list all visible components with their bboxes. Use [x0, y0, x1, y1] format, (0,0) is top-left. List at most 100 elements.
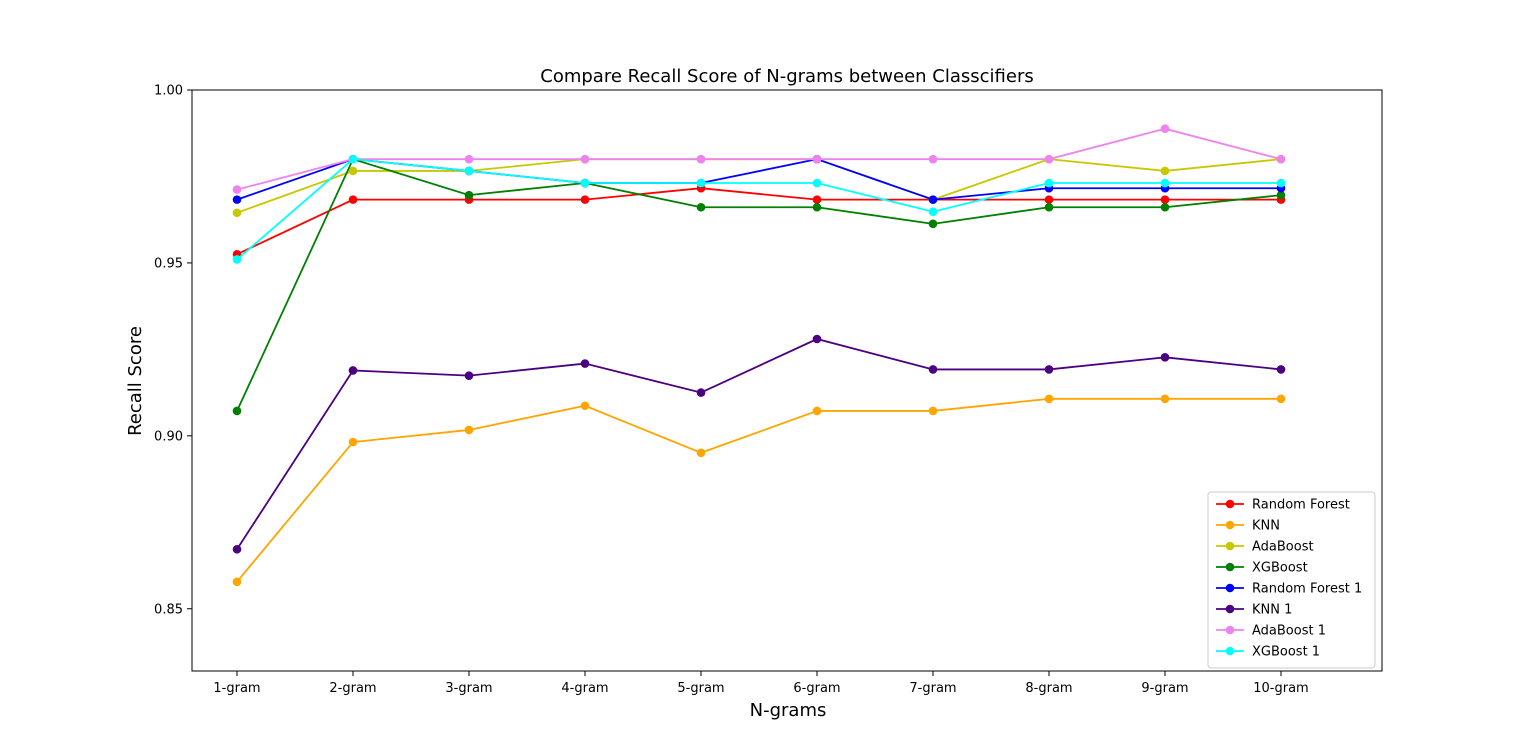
x-tick-label: 9-gram — [1141, 681, 1188, 696]
data-point — [696, 154, 706, 164]
legend-label: AdaBoost — [1252, 540, 1314, 555]
data-point — [812, 334, 822, 344]
plot-frame — [191, 89, 1383, 672]
series-line — [236, 338, 1282, 550]
x-tick-label: 3-gram — [445, 681, 492, 696]
data-point — [1044, 195, 1054, 204]
x-tick-label: 4-gram — [561, 681, 608, 696]
y-tick-label: 0.85 — [154, 602, 183, 617]
legend-marker — [1225, 583, 1235, 593]
data-point — [1044, 202, 1054, 212]
data-point — [1044, 154, 1054, 164]
legend-item: Random Forest 1 — [1216, 582, 1362, 597]
data-point — [1160, 394, 1170, 404]
series-line — [236, 187, 1281, 256]
series-line — [236, 158, 1282, 412]
data-point — [464, 371, 474, 380]
x-tick-label: 7-gram — [909, 681, 956, 696]
legend-marker — [1225, 646, 1235, 656]
legend-label: KNN 1 — [1252, 603, 1292, 618]
data-point — [348, 166, 358, 176]
legend-label: XGBoost 1 — [1252, 645, 1320, 660]
series-0 — [232, 183, 1286, 259]
legend-box — [1207, 491, 1376, 669]
data-point — [812, 195, 822, 204]
data-point — [1276, 394, 1286, 404]
legend-item: XGBoost — [1216, 561, 1308, 576]
legend-marker — [1225, 625, 1235, 635]
x-tick-label: 10-gram — [1253, 681, 1308, 696]
data-point — [928, 406, 938, 416]
legend-item: AdaBoost 1 — [1216, 624, 1326, 639]
legend-marker — [1225, 541, 1235, 551]
data-point — [1276, 190, 1286, 200]
data-point — [232, 406, 242, 416]
x-tick-label: 2-gram — [329, 681, 376, 696]
data-point — [580, 195, 590, 204]
legend-item: XGBoost 1 — [1216, 645, 1320, 660]
series-6 — [232, 124, 1286, 194]
data-point — [812, 202, 822, 212]
data-point — [812, 406, 822, 416]
series-layer — [232, 124, 1286, 587]
data-point — [580, 359, 590, 368]
x-axis-label: N-grams — [750, 700, 827, 721]
data-point — [232, 208, 242, 218]
legend-label: AdaBoost 1 — [1252, 624, 1326, 639]
legend-marker — [1225, 499, 1235, 509]
data-point — [696, 448, 706, 458]
data-point — [1276, 178, 1286, 188]
data-point — [1044, 394, 1054, 404]
y-axis-label: Recall Score — [125, 326, 146, 436]
data-point — [1160, 166, 1170, 176]
data-point — [348, 195, 358, 204]
data-point — [1276, 154, 1286, 164]
data-point — [464, 190, 474, 200]
series-line — [236, 397, 1281, 583]
data-point — [348, 366, 358, 375]
legend-item: AdaBoost — [1216, 540, 1314, 555]
data-point — [464, 154, 474, 164]
data-point — [696, 178, 706, 188]
data-point — [928, 219, 938, 229]
series-5 — [232, 334, 1286, 554]
data-point — [232, 577, 242, 587]
y-tick-label: 0.90 — [154, 429, 183, 444]
y-tick-label: 1.00 — [154, 84, 183, 99]
series-line — [236, 158, 1281, 261]
x-axis: 1-gram 2-gram 3-gram 4-gram 5-gram 6-gram 7-gr… — [213, 671, 1309, 696]
data-point — [580, 178, 590, 188]
data-point — [696, 202, 706, 212]
series-line — [236, 158, 1282, 214]
data-point — [928, 207, 938, 217]
data-point — [928, 154, 938, 164]
x-tick-label: 6-gram — [793, 681, 840, 696]
data-point — [1160, 202, 1170, 212]
legend-marker — [1225, 562, 1235, 572]
data-point — [928, 365, 938, 374]
data-point — [812, 178, 822, 188]
data-point — [232, 185, 242, 194]
legend-label: Random Forest — [1252, 498, 1350, 513]
x-tick-label: 5-gram — [677, 681, 724, 696]
data-point — [1160, 124, 1170, 134]
legend-item: KNN 1 — [1216, 603, 1292, 618]
data-point — [1276, 365, 1286, 374]
legend-label: KNN — [1252, 519, 1280, 534]
data-point — [232, 195, 242, 204]
legend-item: KNN — [1216, 519, 1280, 534]
data-point — [232, 544, 242, 554]
data-point — [1160, 353, 1170, 362]
data-point — [580, 401, 590, 411]
legend-marker — [1225, 520, 1235, 530]
data-point — [1160, 195, 1170, 204]
legend: Random Forest KNN AdaBoost XGBoost Random Fo… — [1207, 491, 1376, 669]
data-point — [1044, 178, 1054, 188]
legend-label: Random Forest 1 — [1252, 582, 1362, 597]
data-point — [1160, 178, 1170, 188]
series-1 — [232, 394, 1286, 587]
x-tick-label: 1-gram — [213, 681, 260, 696]
data-point — [1044, 365, 1054, 374]
legend-marker — [1225, 604, 1235, 614]
